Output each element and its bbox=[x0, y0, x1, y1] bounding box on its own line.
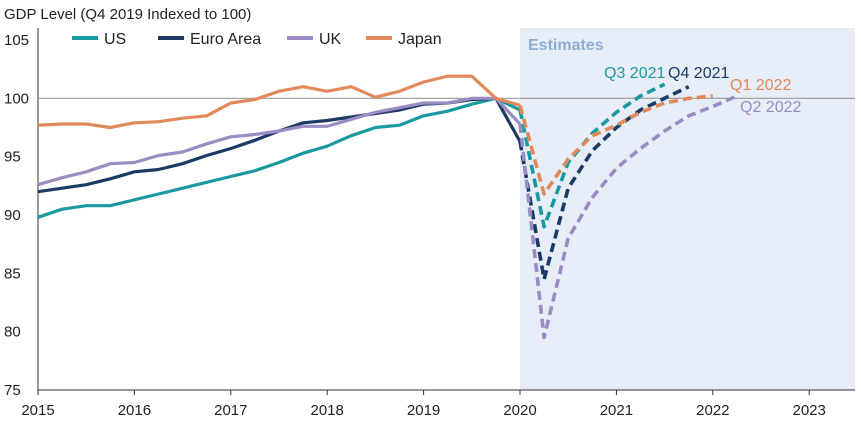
y-tick-label: 75 bbox=[4, 382, 21, 399]
y-tick-label: 95 bbox=[4, 149, 21, 166]
estimates-shaded-region bbox=[520, 28, 855, 390]
series-estimate-euro-area bbox=[518, 85, 690, 282]
series-lines bbox=[37, 74, 738, 340]
legend-label-uk: UK bbox=[319, 31, 342, 48]
x-tick-label: 2023 bbox=[793, 402, 826, 419]
x-tick-label: 2021 bbox=[600, 402, 633, 419]
annotations: Q3 2021 Q4 2021 Q2 2022 Q1 2022 bbox=[604, 65, 801, 116]
annotation-japan: Q1 2022 bbox=[730, 77, 791, 94]
series-line-us bbox=[37, 96, 521, 219]
estimates-label: Estimates bbox=[528, 37, 604, 54]
y-tick-label: 85 bbox=[4, 265, 21, 282]
x-tick-label: 2019 bbox=[407, 402, 440, 419]
y-tick-label: 90 bbox=[4, 207, 21, 224]
legend: US Euro Area UK Japan bbox=[72, 31, 442, 48]
annotation-uk: Q2 2022 bbox=[740, 99, 801, 116]
series-line-japan bbox=[37, 74, 521, 130]
legend-label-euro-area: Euro Area bbox=[190, 31, 261, 48]
series-estimate-japan bbox=[518, 94, 713, 196]
annotation-euro-area: Q4 2021 bbox=[668, 65, 729, 82]
series-estimate-us bbox=[518, 82, 666, 229]
y-tick-label: 80 bbox=[4, 324, 21, 341]
y-axis-title: GDP Level (Q4 2019 Indexed to 100) bbox=[4, 6, 251, 23]
annotation-us: Q3 2021 bbox=[604, 65, 665, 82]
x-tick-label: 2016 bbox=[118, 402, 151, 419]
y-tick-label: 105 bbox=[4, 32, 29, 49]
x-tick-label: 2020 bbox=[503, 402, 536, 419]
series-line-uk bbox=[37, 96, 522, 187]
y-tick-label: 100 bbox=[4, 90, 29, 107]
legend-label-us: US bbox=[104, 31, 126, 48]
x-tick-label: 2022 bbox=[696, 402, 729, 419]
series-estimate-uk bbox=[518, 94, 738, 340]
legend-label-japan: Japan bbox=[398, 31, 442, 48]
x-tick-label: 2017 bbox=[214, 402, 247, 419]
x-tick-label: 2018 bbox=[311, 402, 344, 419]
axes: 75 80 85 90 95 100 105 2015 2016 2017 2018 2019 2020… bbox=[4, 28, 855, 419]
x-tick-label: 2015 bbox=[21, 402, 54, 419]
